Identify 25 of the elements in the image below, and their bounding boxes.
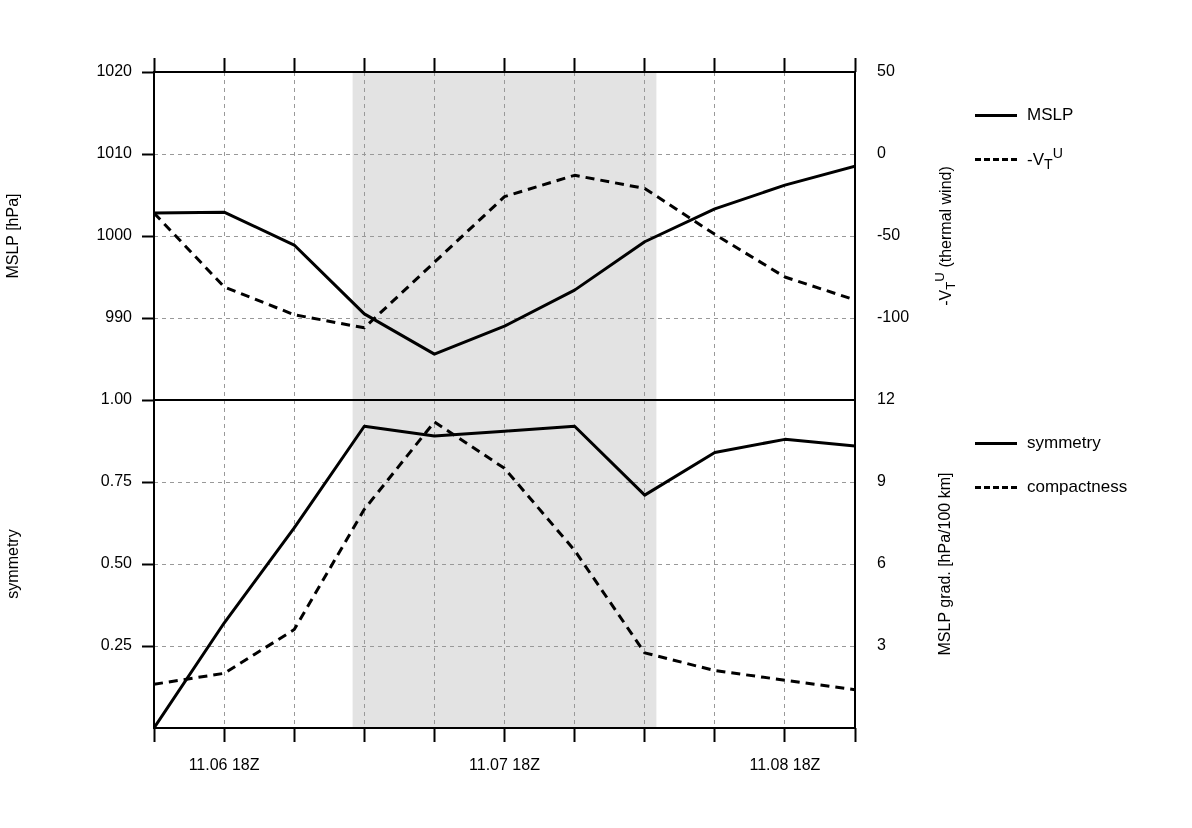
y2-tick-label: 9 <box>877 472 886 490</box>
legend-label: symmetry <box>1027 433 1101 453</box>
y-tick-label: 1.00 <box>100 390 133 408</box>
y-tick-label: 1010 <box>96 144 133 162</box>
y-tick-label: 0.25 <box>100 636 133 654</box>
y2-tick-label: 50 <box>877 62 895 80</box>
y-axis-title: MSLP [hPa] <box>4 193 22 279</box>
x-tick-label: 11.07 18Z <box>469 756 541 774</box>
legend-label: MSLP <box>1027 105 1074 125</box>
y-tick-label: 0.75 <box>100 472 133 490</box>
y2-tick-label: -100 <box>877 308 910 326</box>
y-tick-label: 1020 <box>96 62 133 80</box>
y2-tick-label: -50 <box>877 226 901 244</box>
y2-tick-label: 6 <box>877 554 886 572</box>
y2-tick-label: 12 <box>877 390 895 408</box>
y-tick-label: 990 <box>105 308 133 326</box>
y2-tick-label: 3 <box>877 636 886 654</box>
x-tick-label: 11.06 18Z <box>188 756 260 774</box>
y2-tick-label: 0 <box>877 144 886 162</box>
y-tick-label: 0.50 <box>100 554 133 572</box>
x-tick-label: 11.08 18Z <box>749 756 821 774</box>
y2-axis-title: MSLP grad. [hPa/100 km] <box>936 472 954 656</box>
legend-label: compactness <box>1027 477 1128 497</box>
y-tick-label: 1000 <box>96 226 133 244</box>
y-axis-title: symmetry <box>4 529 22 599</box>
